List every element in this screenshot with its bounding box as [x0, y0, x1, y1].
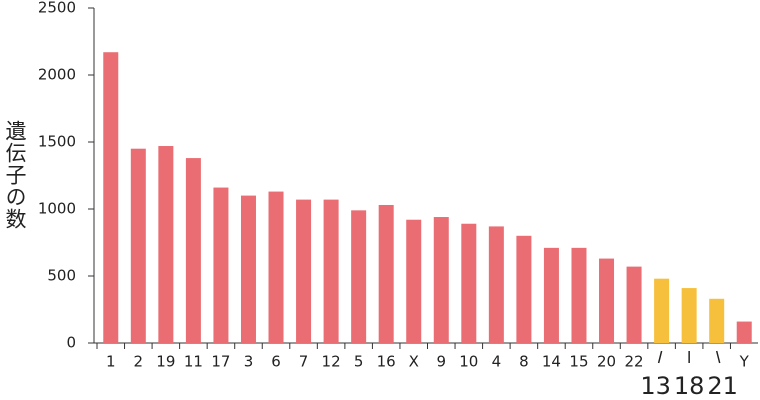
bar — [240, 195, 256, 343]
bar — [709, 298, 725, 343]
x-tick-label: 15 — [569, 353, 588, 371]
y-axis-label: 遺伝子の数 — [3, 120, 27, 230]
bar — [130, 148, 146, 343]
bar — [516, 235, 532, 343]
x-tick-label: 11 — [184, 353, 203, 371]
x-tick-label: 16 — [377, 353, 396, 371]
x-tick-label: X — [409, 353, 419, 371]
bar — [433, 217, 449, 343]
y-tick-label: 1000 — [38, 200, 76, 218]
x-tick-label: 7 — [299, 353, 309, 371]
bar — [323, 199, 339, 343]
y-tick-label: 0 — [66, 334, 76, 352]
bar — [736, 321, 752, 343]
bar — [461, 223, 477, 343]
x-tick-label: Y — [739, 353, 750, 371]
x-tick-label: 4 — [492, 353, 502, 371]
bar — [654, 278, 670, 343]
y-tick-label: 2000 — [38, 66, 76, 84]
bar — [681, 288, 697, 343]
x-tick-label: 14 — [542, 353, 561, 371]
x-tick-label: 5 — [354, 353, 364, 371]
bar — [213, 187, 229, 343]
x-tick-label: 6 — [271, 353, 281, 371]
bar — [571, 247, 587, 343]
y-tick-label: 500 — [47, 267, 76, 285]
label-pointer — [715, 350, 721, 364]
x-tick-label: 13 — [640, 372, 671, 400]
bar — [158, 146, 174, 343]
bar — [406, 219, 422, 343]
x-tick-label: 20 — [597, 353, 616, 371]
bar — [543, 247, 559, 343]
x-tick-label: 3 — [244, 353, 254, 371]
x-tick-label: 19 — [156, 353, 175, 371]
x-tick-label: 10 — [459, 353, 478, 371]
bar — [268, 191, 284, 343]
x-tick-label: 18 — [674, 372, 705, 400]
bar — [351, 210, 367, 343]
y-tick-label: 1500 — [38, 133, 76, 151]
x-tick-label: 9 — [436, 353, 446, 371]
label-pointer — [657, 350, 663, 364]
bar — [378, 204, 394, 343]
x-tick-label: 8 — [519, 353, 529, 371]
bar — [599, 258, 615, 343]
bar — [488, 226, 504, 343]
x-tick-label: 22 — [625, 353, 644, 371]
bar — [626, 266, 642, 343]
y-tick-label: 2500 — [38, 0, 76, 17]
x-tick-label: 17 — [211, 353, 230, 371]
x-tick-label: 21 — [707, 372, 738, 400]
x-tick-label: 1 — [106, 353, 116, 371]
bar — [103, 52, 119, 343]
bar — [185, 158, 201, 343]
x-tick-label: 12 — [322, 353, 341, 371]
x-tick-label: 2 — [134, 353, 144, 371]
bar — [296, 199, 312, 343]
